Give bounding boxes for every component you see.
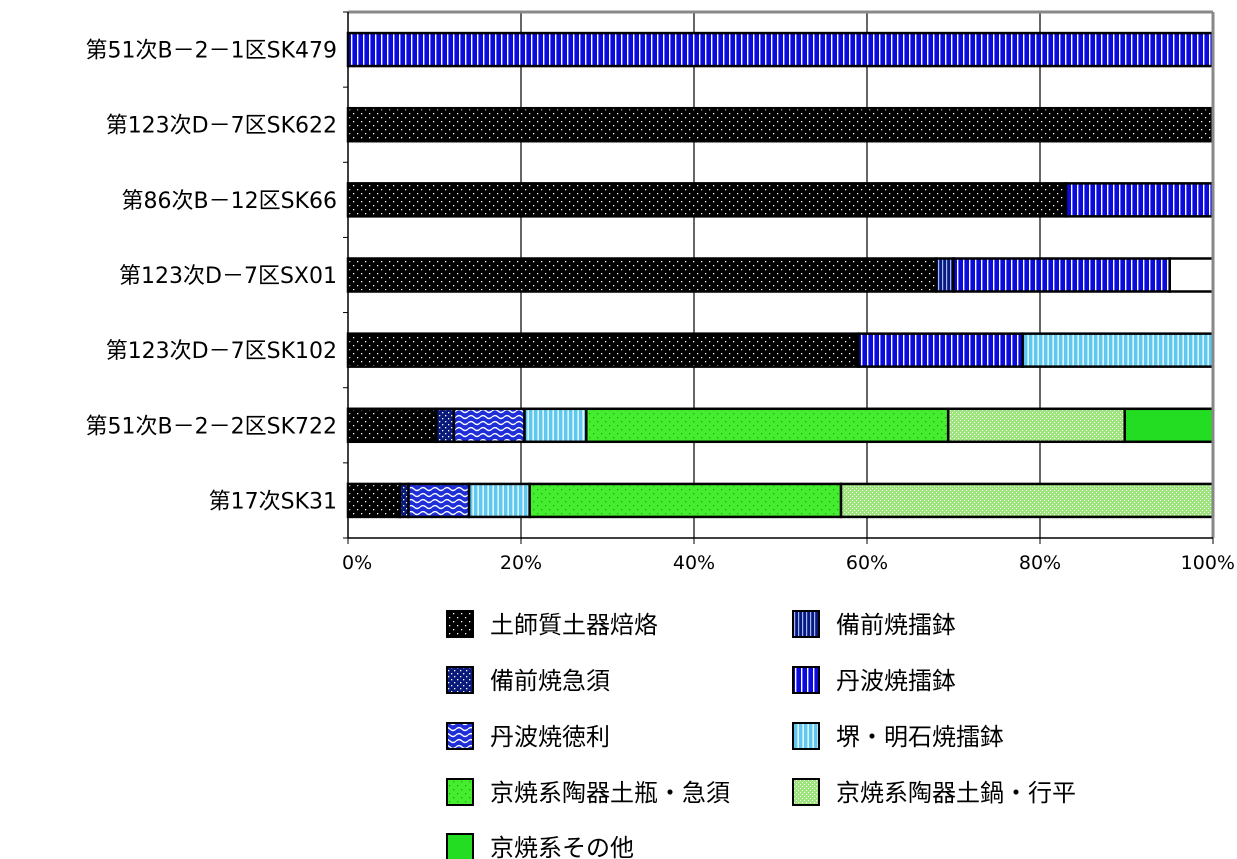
legend-label: 京焼系その他 — [490, 834, 634, 859]
category-labels: 第51次B－2－1区SK479 第123次D－7区SK622 第86次B－12区SK… — [86, 39, 337, 515]
legend-label: 備前焼擂鉢 — [836, 611, 956, 639]
bar-segment — [346, 332, 860, 368]
legend-label: 京焼系陶器土瓶・急須 — [490, 779, 730, 807]
bar-segment — [585, 407, 950, 444]
x-tick-labels: 0% 20% 40% 60% 80% 100% — [342, 552, 1235, 574]
bar-segment — [346, 482, 402, 519]
bar-segment — [857, 332, 1024, 368]
legend-label: 丹波焼徳利 — [490, 723, 610, 751]
bar-segment — [346, 106, 1215, 143]
bar-segment — [346, 407, 438, 444]
bar-segment — [346, 182, 1068, 218]
legend-swatch — [792, 666, 820, 694]
plot-frame — [343, 10, 1215, 544]
bar-segment — [528, 482, 843, 519]
legend-label: 丹波焼擂鉢 — [836, 667, 956, 695]
bar-segment — [839, 482, 1215, 519]
bar-segment — [346, 31, 1215, 68]
bar-segment — [1064, 182, 1215, 218]
bar-segment — [946, 407, 1126, 444]
legend-swatch — [446, 666, 474, 694]
legend-label: 備前焼急須 — [490, 667, 610, 695]
legend-label: 土師質土器焙烙 — [490, 611, 658, 639]
category-label: 第17次SK31 — [209, 489, 337, 514]
bar-segment — [435, 407, 456, 444]
bar-segment — [1168, 257, 1215, 293]
category-label: 第51次B－2－2区SK722 — [86, 414, 337, 439]
legend-swatch — [446, 610, 474, 638]
legend-swatch — [792, 778, 820, 806]
bar-segment — [467, 482, 531, 519]
category-label: 第51次B－2－1区SK479 — [86, 39, 337, 64]
bar-segment — [1021, 332, 1215, 368]
bar-segment — [952, 257, 1171, 293]
category-label: 第123次D－7区SK102 — [106, 339, 337, 364]
x-tick-label: 60% — [846, 552, 888, 574]
x-tick-label: 0% — [342, 552, 372, 574]
category-label: 第86次B－12区SK66 — [122, 189, 337, 214]
bar-segment — [398, 482, 410, 519]
bar-segment — [346, 257, 938, 293]
legend-swatch — [792, 610, 820, 638]
x-tick-label: 100% — [1181, 552, 1235, 574]
legend-label: 堺・明石焼擂鉢 — [836, 723, 1004, 751]
x-tick-label: 40% — [673, 552, 715, 574]
bar-segment — [934, 257, 955, 293]
bars — [346, 31, 1215, 519]
category-label: 第123次D－7区SK622 — [106, 114, 337, 139]
legend-swatch — [446, 833, 474, 859]
legend-swatch — [446, 722, 474, 750]
x-tick-label: 80% — [1019, 552, 1061, 574]
bar-segment — [1123, 407, 1215, 444]
x-tick-label: 20% — [500, 552, 542, 574]
bar-segment — [523, 407, 588, 444]
legend-swatch — [446, 778, 474, 806]
category-label: 第123次D－7区SX01 — [119, 264, 337, 289]
legend-label: 京焼系陶器土鍋・行平 — [836, 779, 1076, 807]
legend-swatch — [792, 722, 820, 750]
bar-segment — [407, 482, 471, 519]
bar-segment — [452, 407, 526, 444]
